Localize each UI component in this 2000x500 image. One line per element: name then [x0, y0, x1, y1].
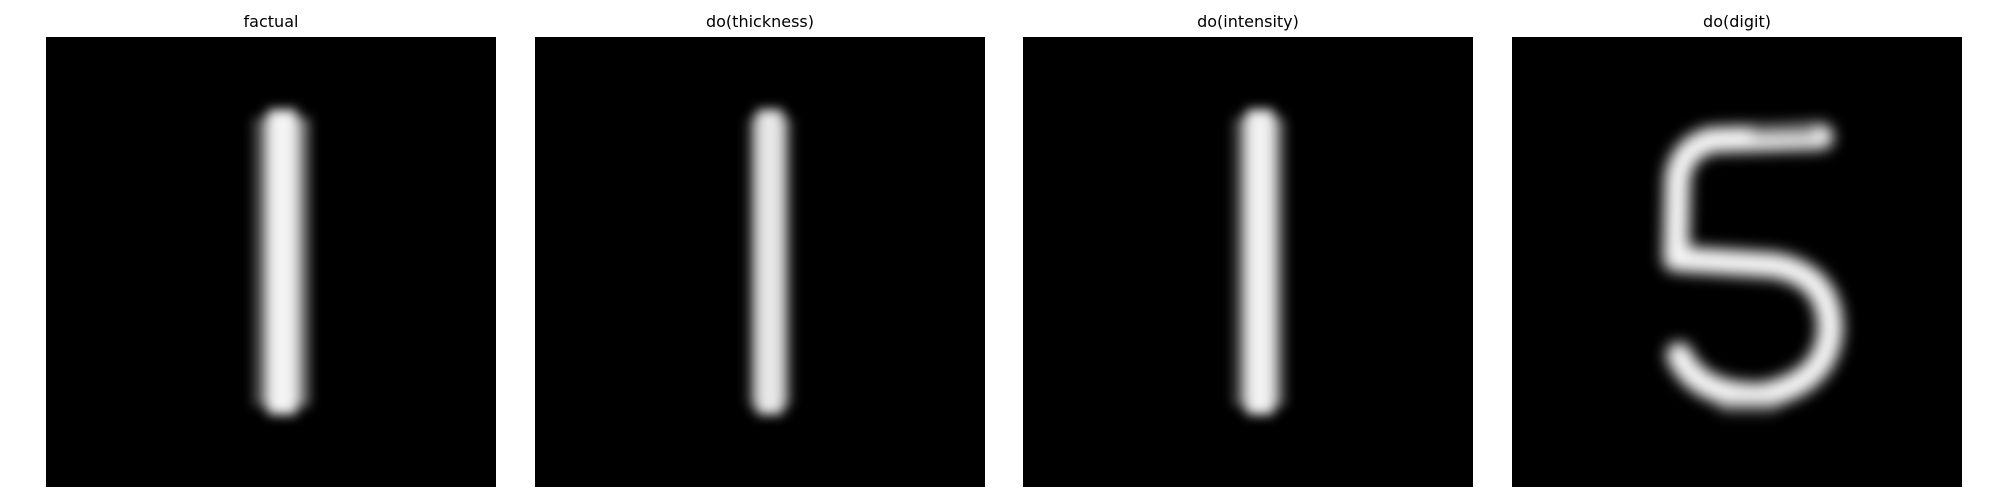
digit-image-do-digit — [1512, 37, 1962, 487]
panel-do-thickness: do(thickness) — [535, 0, 985, 500]
digit-image-do-intensity — [1023, 37, 1473, 487]
panel-title: do(thickness) — [705, 12, 814, 31]
panel-title: factual — [243, 12, 299, 31]
panel-do-intensity: do(intensity) — [1023, 0, 1473, 500]
panel-factual: factual — [46, 0, 496, 500]
panel-title: do(intensity) — [1197, 12, 1299, 31]
digit-image-factual — [46, 37, 496, 487]
panel-do-digit: do(digit) — [1512, 0, 1962, 500]
digit-image-do-thickness — [535, 37, 985, 487]
panel-title: do(digit) — [1703, 12, 1771, 31]
